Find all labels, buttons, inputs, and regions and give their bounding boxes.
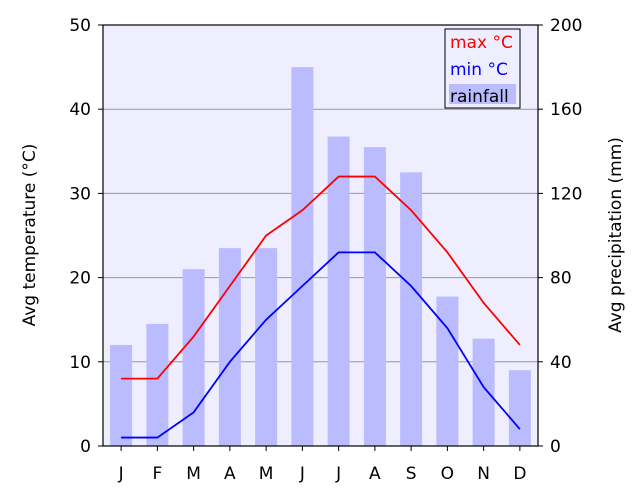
x-tick-label: A <box>224 464 236 484</box>
legend-rainfall: rainfall <box>450 87 509 107</box>
y-tick-label: 0 <box>80 437 91 457</box>
legend-rainfall-swatch <box>449 84 516 104</box>
bar-rainfall-1 <box>146 323 169 446</box>
bar-rainfall-3 <box>218 248 241 446</box>
bar-rainfall-5 <box>291 67 314 446</box>
y-tick-label: 20 <box>69 269 91 289</box>
x-tick-label: N <box>477 464 490 484</box>
x-tick-label: A <box>369 464 381 484</box>
bar-rainfall-4 <box>255 248 278 446</box>
y-right-tick-label: 80 <box>550 269 572 289</box>
y-tick-label: 30 <box>69 184 91 204</box>
bar-rainfall-6 <box>327 136 350 446</box>
legend: max °C min °C rainfall <box>444 28 521 109</box>
y-right-tick-label: 120 <box>550 184 582 204</box>
bar-rainfall-9 <box>436 296 459 446</box>
x-tick-label: S <box>406 464 417 484</box>
x-tick-label: F <box>152 464 162 484</box>
y-axis-right-label: Avg precipitation (mm) <box>606 137 626 333</box>
legend-min: min °C <box>450 60 508 80</box>
bar-rainfall-10 <box>472 338 495 446</box>
y-tick-label: 50 <box>69 16 91 36</box>
bar-rainfall-8 <box>400 172 423 446</box>
line-series-1 <box>121 175 521 380</box>
x-tick-label: J <box>118 464 124 484</box>
y-right-tick-label: 40 <box>550 353 572 373</box>
y-right-tick-label: 160 <box>550 100 582 120</box>
x-tick-label: M <box>186 464 201 484</box>
legend-max: max °C <box>450 33 513 53</box>
x-tick-label: M <box>259 464 274 484</box>
line-series-2 <box>121 251 521 439</box>
y-right-tick-label: 0 <box>550 437 561 457</box>
bar-rainfall-11 <box>508 370 531 446</box>
x-tick-label: D <box>513 464 526 484</box>
x-tick-label: J <box>335 464 341 484</box>
x-tick-label: O <box>441 464 454 484</box>
y-tick-label: 40 <box>69 100 91 120</box>
bar-rainfall-0 <box>110 344 133 446</box>
plot-frame <box>102 24 539 447</box>
bar-rainfall-7 <box>363 147 386 446</box>
x-tick-label: J <box>299 464 305 484</box>
y-axis-label: Avg temperature (°C) <box>20 144 40 327</box>
bar-rainfall-2 <box>182 269 205 446</box>
y-right-tick-label: 200 <box>550 16 582 36</box>
y-tick-label: 10 <box>69 353 91 373</box>
